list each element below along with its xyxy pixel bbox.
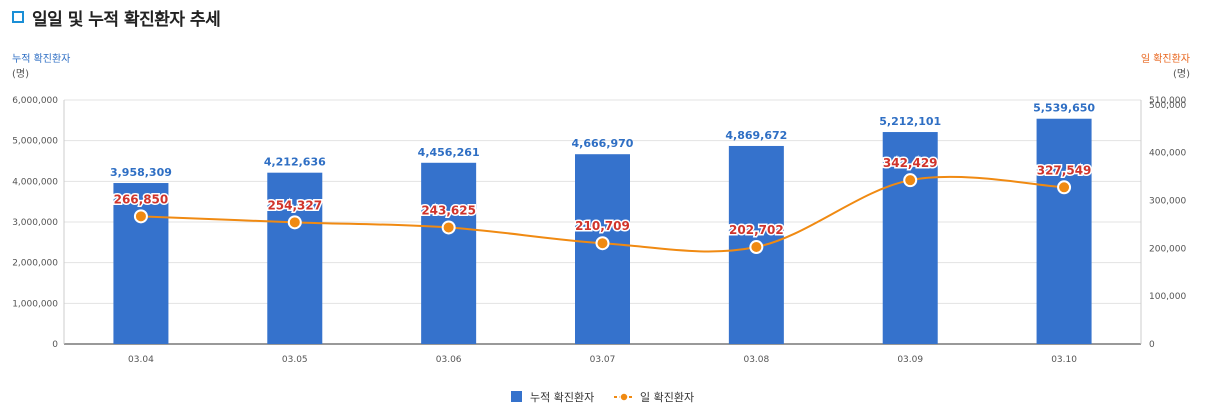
x-tick-label: 03.10: [1051, 355, 1077, 365]
right-axis-unit: (명): [1173, 68, 1190, 80]
bar-series: 3,958,309 4,212,636 4,456,261 4,666,970 4,86…: [110, 102, 1095, 344]
legend-bar-swatch: [511, 391, 522, 402]
bar: [267, 172, 323, 344]
left-axis-unit: (명): [12, 68, 29, 80]
bar: [421, 162, 477, 344]
x-tick-label: 03.09: [897, 355, 923, 365]
left-tick-label: 5,000,000: [12, 137, 58, 147]
chart-title: 일일 및 누적 확진환자 추세: [32, 9, 221, 30]
right-tick-label: 100,000: [1149, 292, 1186, 302]
x-tick-label: 03.08: [743, 355, 769, 365]
line-value-label: 202,702: [729, 223, 784, 237]
bar-value-label: 4,869,672: [725, 129, 787, 142]
line-series: 266,850 254,327 243,625 210,709 202,702 342,4…: [112, 155, 1093, 255]
bar-value-label: 3,958,309: [110, 166, 172, 179]
bar: [113, 183, 169, 344]
line-value-label: 327,549: [1037, 163, 1092, 177]
x-tick-label: 03.04: [128, 355, 154, 365]
x-tick-label: 03.05: [282, 355, 308, 365]
line-value-label: 210,709: [575, 219, 630, 233]
line-point: [133, 209, 148, 224]
line-value-label: 342,429: [883, 156, 938, 170]
left-tick-label: 4,000,000: [12, 177, 58, 187]
right-axis-ticks: 0 100,000 200,000 300,000 400,000 500,000510,…: [1149, 96, 1186, 350]
x-tick-label: 03.06: [436, 355, 462, 365]
line-point: [287, 215, 302, 230]
line-point: [441, 220, 456, 235]
bar-value-label: 5,539,650: [1033, 102, 1095, 115]
right-tick-label: 510,000: [1149, 96, 1186, 106]
line-point: [1057, 180, 1072, 195]
bar-value-label: 4,666,970: [572, 137, 634, 150]
right-tick-label: 300,000: [1149, 196, 1186, 206]
bar: [1036, 118, 1092, 344]
left-axis-ticks: 0 1,000,000 2,000,000 3,000,000 4,000,000 5,0…: [12, 96, 58, 350]
left-tick-label: 2,000,000: [12, 259, 58, 269]
legend-line-marker: [619, 392, 629, 402]
chart-title-row: 일일 및 누적 확진환자 추세: [12, 5, 221, 30]
left-tick-label: 0: [52, 340, 58, 350]
right-tick-label: 200,000: [1149, 244, 1186, 254]
line-value-label: 254,327: [267, 198, 322, 212]
left-tick-label: 6,000,000: [12, 96, 58, 106]
x-axis-ticks: 03.04 03.05 03.06 03.07 03.08 03.09 03.10: [128, 355, 1077, 365]
right-tick-label: 500,000: [1149, 101, 1186, 111]
legend-item-cumulative: 누적 확진환자: [530, 391, 594, 404]
left-tick-label: 1,000,000: [12, 299, 58, 309]
right-tick-label: 400,000: [1149, 149, 1186, 159]
line-value-label: 243,625: [421, 203, 476, 217]
x-tick-label: 03.07: [590, 355, 616, 365]
line-point: [749, 240, 764, 255]
bar-value-label: 4,212,636: [264, 156, 326, 169]
bar: [882, 132, 938, 344]
bar-value-label: 4,456,261: [418, 146, 480, 159]
square-bullet-icon: [12, 11, 24, 23]
legend: 누적 확진환자 일 확진환자: [511, 390, 694, 404]
line-value-label: 266,850: [114, 192, 169, 206]
right-axis-label: 일 확진환자: [1141, 53, 1190, 65]
line-point: [595, 236, 610, 251]
line-point: [903, 173, 918, 188]
left-axis-label: 누적 확진환자: [12, 53, 70, 65]
right-tick-label: 0: [1149, 340, 1155, 350]
left-tick-label: 3,000,000: [12, 218, 58, 228]
legend-item-daily: 일 확진환자: [640, 390, 694, 404]
bar-value-label: 5,212,101: [879, 115, 941, 128]
